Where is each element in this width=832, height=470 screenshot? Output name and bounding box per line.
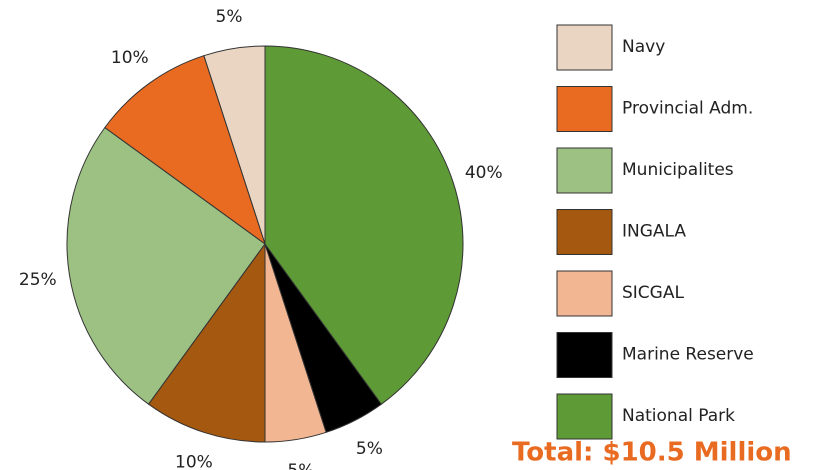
legend-swatch [556,393,613,440]
slice-label: 40% [465,163,503,183]
pie-slice [147,242,266,443]
total-annotation: Total: $10.5 Million [512,438,792,468]
legend-label: Navy [622,37,665,57]
slice-label: 10% [111,48,149,68]
slice-label: 25% [19,270,57,290]
legend-swatch [556,332,613,378]
legend-swatch [556,270,613,317]
legend-label: Municipalites [622,160,734,180]
legend-label: INGALA [622,222,686,242]
legend-swatch [556,24,613,71]
slice-label: 5% [356,439,383,459]
legend-label: Marine Reserve [622,345,754,365]
legend-label: SICGAL [622,283,684,303]
legend-swatch [556,147,613,194]
legend-swatch [556,86,613,132]
pie-slice [264,45,464,405]
pie-slice [104,55,266,246]
slice-label: 10% [175,453,213,470]
legend-swatch [556,209,613,255]
legend-label: National Park [622,406,735,426]
slice-label: 5% [287,461,314,470]
slice-label: 5% [216,7,243,27]
legend-label: Provincial Adm. [622,99,753,119]
pie-slice [66,126,266,405]
